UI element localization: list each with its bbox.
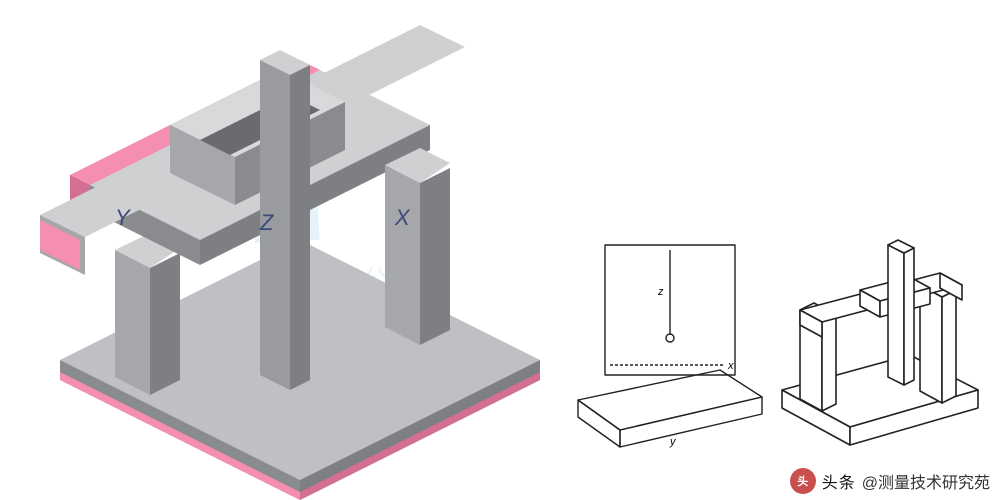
axis-y-label: Y (115, 205, 131, 230)
schematic-1: x z y (570, 235, 770, 455)
avatar-icon: 头 (790, 468, 816, 494)
col-right-side (420, 168, 450, 345)
s1-label-z: z (657, 286, 664, 298)
footer-handle: @测量技术研究苑 (862, 469, 990, 493)
s2-z2 (904, 248, 914, 385)
s2-z1 (888, 245, 904, 385)
col-left-side (150, 253, 180, 395)
s1-base-right (620, 397, 762, 447)
s1-label-x: x (727, 360, 734, 372)
s2-col-l2 (822, 315, 836, 411)
attribution-footer: 头 头条 @测量技术研究苑 (790, 468, 990, 494)
s1-base-front (578, 400, 620, 447)
footer-prefix: 头条 (822, 469, 856, 493)
col-right-front (385, 165, 420, 345)
col-left-front (115, 250, 150, 395)
s1-label-y: y (669, 436, 677, 448)
s1-probe-tip (666, 334, 674, 342)
schematic-2 (770, 215, 990, 455)
s2-col-r2 (942, 290, 956, 403)
main-diagram: Y Z X (0, 0, 560, 500)
axis-x-label: X (394, 205, 411, 230)
axis-z-label: Z (259, 210, 275, 235)
z-side (290, 65, 310, 390)
